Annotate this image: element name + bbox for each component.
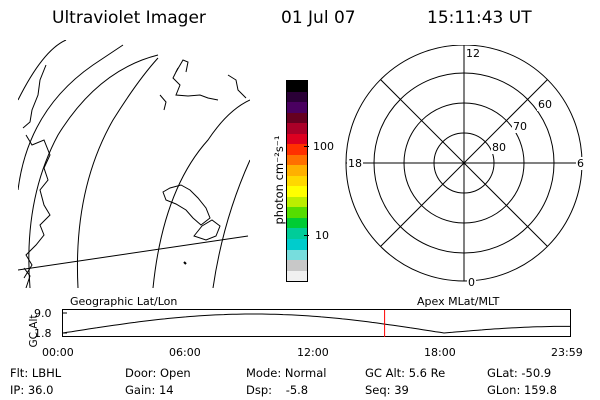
colorbar-segment	[287, 228, 307, 239]
coastline	[193, 219, 221, 241]
mlt-label-midnight: 0	[467, 276, 476, 289]
colorbar-segment	[287, 175, 307, 187]
coastline	[172, 67, 219, 101]
colorbar-segment	[287, 165, 307, 176]
colorbar-segment	[287, 144, 307, 155]
coastline	[227, 74, 247, 99]
coastline	[162, 184, 211, 226]
time-label: 15:11:43 UT	[427, 8, 532, 28]
colorbar-tick	[304, 235, 309, 236]
longitude-line	[18, 40, 67, 101]
colorbar-tick-label: 10	[315, 229, 329, 242]
colorbar-segment	[287, 217, 307, 229]
colorbar-segment	[287, 154, 307, 166]
color-scale-bar	[286, 80, 308, 282]
colorbar-segment	[287, 270, 307, 282]
status-glon: GLon: 159.8	[487, 383, 557, 397]
longitude-line	[152, 99, 250, 288]
time-tick-label: 23:59	[551, 346, 583, 359]
status-seq: Seq: 39	[365, 383, 409, 397]
colorbar-segment	[287, 196, 307, 208]
status-filter: Flt: LBHL	[10, 366, 62, 380]
lat-label-60: 60	[537, 98, 553, 111]
geographic-map	[18, 40, 250, 288]
colorbar-segment	[287, 249, 307, 261]
altitude-curve	[62, 313, 571, 334]
date-label: 01 Jul 07	[281, 8, 356, 28]
status-gc-alt: GC Alt: 5.6 Re	[365, 366, 446, 380]
geographic-caption: Geographic Lat/Lon	[70, 295, 178, 308]
coastline	[175, 59, 189, 73]
lat-label-70: 70	[512, 120, 528, 133]
lat-label-80: 80	[491, 141, 507, 154]
timeline-y-max: 9.0	[34, 307, 52, 320]
coastline	[23, 134, 51, 279]
colorbar-unit-label: photon cm⁻²s⁻¹	[272, 135, 286, 225]
mlt-label-dusk: 18	[347, 157, 363, 170]
colorbar-segment	[287, 123, 307, 134]
status-door: Door: Open	[125, 366, 191, 380]
colorbar-segment	[287, 91, 307, 103]
status-dsp: Dsp: -5.8	[246, 383, 309, 397]
time-tick-label: 06:00	[169, 346, 201, 359]
colorbar-segment	[287, 260, 307, 271]
coastline	[23, 267, 31, 288]
longitude-line	[18, 44, 124, 191]
coastline	[183, 261, 187, 265]
colorbar-tick	[304, 146, 309, 147]
colorbar-segment	[287, 112, 307, 124]
colorbar-segment	[287, 133, 307, 145]
status-ip: IP: 36.0	[10, 383, 54, 397]
status-mode: Mode: Normal	[246, 366, 327, 380]
colorbar-segment	[287, 207, 307, 218]
polar-plot	[345, 45, 583, 282]
altitude-timeline	[62, 309, 571, 337]
latitude-line	[18, 235, 249, 271]
mlt-meridian	[380, 79, 548, 247]
timeline-y-min: 1.8	[34, 327, 52, 340]
longitude-line	[76, 57, 159, 288]
time-tick-label: 12:00	[297, 346, 329, 359]
colorbar-tick-label: 100	[313, 140, 334, 153]
status-gain: Gain: 14	[125, 383, 174, 397]
colorbar-segment	[287, 81, 307, 92]
colorbar-segment	[287, 238, 307, 250]
coastline	[22, 64, 47, 129]
mlt-label-dawn: 6	[576, 157, 585, 170]
coastline	[159, 94, 167, 111]
time-tick-label: 00:00	[42, 346, 74, 359]
apex-caption: Apex MLat/MLT	[417, 295, 500, 308]
app-title: Ultraviolet Imager	[52, 8, 206, 28]
colorbar-segment	[287, 186, 307, 197]
colorbar-segment	[287, 102, 307, 113]
status-glat: GLat: -50.9	[487, 366, 552, 380]
longitude-line	[28, 54, 159, 288]
time-tick-label: 18:00	[424, 346, 456, 359]
timeline-frame	[62, 309, 571, 337]
mlt-label-noon: 12	[465, 47, 481, 60]
longitude-line	[212, 159, 250, 288]
